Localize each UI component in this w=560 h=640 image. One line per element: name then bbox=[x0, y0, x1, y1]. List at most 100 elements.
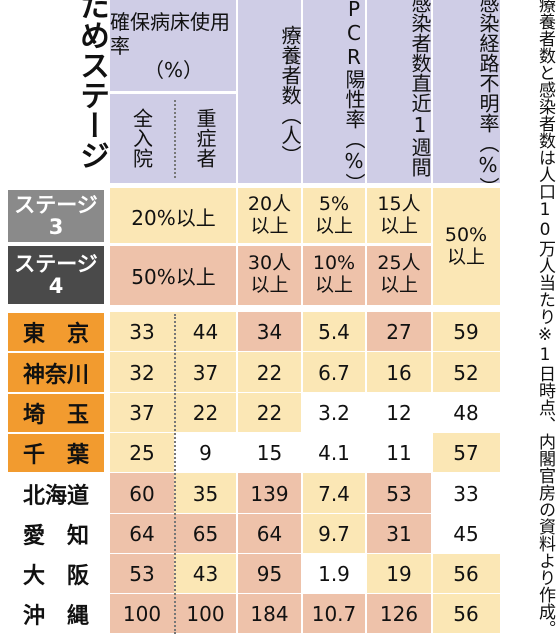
cell-new: 31 bbox=[366, 514, 432, 554]
footnote-line: ※1日時点、内閣官房の資料より作成。 bbox=[535, 325, 555, 637]
cell-recup: 34 bbox=[237, 312, 302, 352]
cell-value: 11 bbox=[386, 441, 412, 465]
dotted-divider bbox=[174, 100, 176, 178]
cell-value: 64 bbox=[129, 522, 155, 546]
cell-new: 16 bbox=[366, 352, 432, 393]
header-new-cases: 新規感染者数直近1週間（人） bbox=[366, 0, 432, 237]
cell-unknown: 56 bbox=[432, 594, 500, 634]
stage-label-text: ステージ bbox=[14, 192, 98, 217]
header-bed-use-unit: （%） bbox=[143, 58, 203, 82]
stage-3-pcr: 5% 以上 bbox=[302, 188, 366, 244]
cell-unknown: 56 bbox=[432, 554, 500, 594]
stage-4-bed-use: 50%以上 bbox=[110, 244, 237, 306]
cell-value: 126 bbox=[379, 602, 419, 626]
stage-4-pcr-line: 10% bbox=[312, 252, 356, 275]
cell-all: 37 bbox=[110, 393, 174, 433]
cell-severe: 22 bbox=[174, 393, 237, 433]
stage-3-recuperating-line: 20人 bbox=[247, 193, 292, 216]
cell-value: 16 bbox=[386, 360, 412, 385]
cell-value: 100 bbox=[186, 602, 225, 626]
stage-4-recuperating-line: 30人 bbox=[247, 252, 292, 275]
stage-3-new-cases: 15人 以上 bbox=[366, 188, 432, 244]
cell-unknown: 59 bbox=[432, 312, 500, 352]
cell-unknown: 57 bbox=[432, 433, 500, 473]
footnote: ※1日時点、内閣官房の資料より作成。 療養者数と感染者数は人口10万人当たり bbox=[500, 0, 558, 637]
cell-new: 126 bbox=[366, 594, 432, 634]
cell-recup: 15 bbox=[237, 433, 302, 473]
cell-value: 184 bbox=[250, 602, 289, 626]
cell-all: 25 bbox=[110, 433, 174, 473]
stage-4-pcr-line: 以上 bbox=[314, 274, 353, 296]
stage-unknown-route-threshold: 50% 以上 bbox=[432, 188, 500, 306]
cell-value: 56 bbox=[453, 602, 479, 626]
header-unknown-route-label: 感染経路不明率（%） bbox=[476, 0, 500, 197]
cell-all: 33 bbox=[110, 312, 174, 352]
cell-pcr: 9.7 bbox=[302, 514, 366, 554]
stage-number: 4 bbox=[48, 274, 64, 298]
cell-severe: 37 bbox=[174, 352, 237, 393]
header-pcr: PCR陽性率（%） bbox=[302, 0, 366, 193]
header-recuperating: 療養者数（人） bbox=[237, 0, 302, 184]
cell-all: 32 bbox=[110, 352, 174, 393]
cell-all: 64 bbox=[110, 514, 174, 554]
section-divider bbox=[8, 183, 500, 186]
cell-pcr: 1.9 bbox=[302, 554, 366, 594]
prefecture-label: 埼 玉 bbox=[8, 394, 104, 432]
header-recuperating-label: 療養者数（人） bbox=[278, 25, 302, 165]
cell-recup: 64 bbox=[237, 514, 302, 554]
stage-4-recuperating: 30人 以上 bbox=[237, 244, 302, 306]
prefecture-label: 沖 縄 bbox=[8, 595, 104, 633]
stage-bed-use-value: 50%以上 bbox=[131, 264, 216, 289]
column-divider bbox=[365, 0, 367, 636]
cell-value: 3.2 bbox=[318, 401, 350, 425]
cell-value: 56 bbox=[453, 562, 479, 586]
cell-value: 5.4 bbox=[318, 320, 350, 344]
title-line: ステージ bbox=[74, 50, 109, 170]
cell-all: 100 bbox=[110, 594, 174, 634]
section-divider bbox=[110, 305, 500, 311]
cell-value: 64 bbox=[256, 522, 283, 546]
section-divider bbox=[110, 91, 237, 94]
cell-severe: 100 bbox=[174, 594, 237, 634]
cell-value: 45 bbox=[453, 522, 479, 546]
table-title: ステージ判断のための指標 bbox=[8, 0, 109, 170]
prefecture-name: 神奈川 bbox=[22, 362, 89, 388]
stage-number: 3 bbox=[48, 215, 64, 239]
stage-4-pcr: 10% 以上 bbox=[302, 244, 366, 306]
stage-4-recuperating-line: 以上 bbox=[250, 274, 289, 296]
cell-severe: 44 bbox=[174, 312, 237, 352]
column-divider bbox=[301, 0, 303, 636]
cell-value: 95 bbox=[256, 562, 283, 586]
cell-value: 43 bbox=[192, 562, 219, 586]
stage-3-pcr-line: 以上 bbox=[314, 215, 353, 237]
threshold-line: 50% bbox=[444, 224, 488, 247]
prefecture-name: 北海道 bbox=[22, 483, 89, 509]
cell-value: 52 bbox=[453, 360, 479, 385]
prefecture-label: 大 阪 bbox=[8, 555, 104, 593]
prefecture-name: 千 葉 bbox=[22, 443, 89, 468]
dotted-divider bbox=[174, 314, 176, 634]
cell-unknown: 33 bbox=[432, 473, 500, 514]
cell-value: 19 bbox=[386, 562, 412, 586]
cell-value: 9.7 bbox=[318, 522, 350, 546]
cell-value: 59 bbox=[453, 320, 479, 344]
prefecture-label: 神奈川 bbox=[8, 353, 104, 392]
cell-value: 53 bbox=[129, 562, 155, 586]
cell-value: 53 bbox=[386, 481, 412, 506]
row-divider bbox=[110, 633, 500, 635]
cell-severe: 43 bbox=[174, 554, 237, 594]
stage-3-new-cases-line: 15人 bbox=[377, 193, 421, 216]
cell-value: 4.1 bbox=[318, 441, 350, 465]
cell-value: 33 bbox=[453, 481, 479, 506]
cell-value: 22 bbox=[256, 360, 283, 385]
column-divider bbox=[236, 0, 238, 636]
cell-pcr: 5.4 bbox=[302, 312, 366, 352]
stage-bed-use-value: 20%以上 bbox=[131, 205, 216, 230]
header-severe-label: 重症者 bbox=[193, 108, 217, 168]
stage-3-recuperating-line: 以上 bbox=[250, 215, 289, 237]
cell-unknown: 52 bbox=[432, 352, 500, 393]
column-divider bbox=[431, 0, 433, 636]
cell-value: 22 bbox=[192, 401, 219, 425]
header-all-inpatients-label: 全入院 bbox=[129, 108, 154, 168]
cell-value: 25 bbox=[129, 441, 155, 465]
